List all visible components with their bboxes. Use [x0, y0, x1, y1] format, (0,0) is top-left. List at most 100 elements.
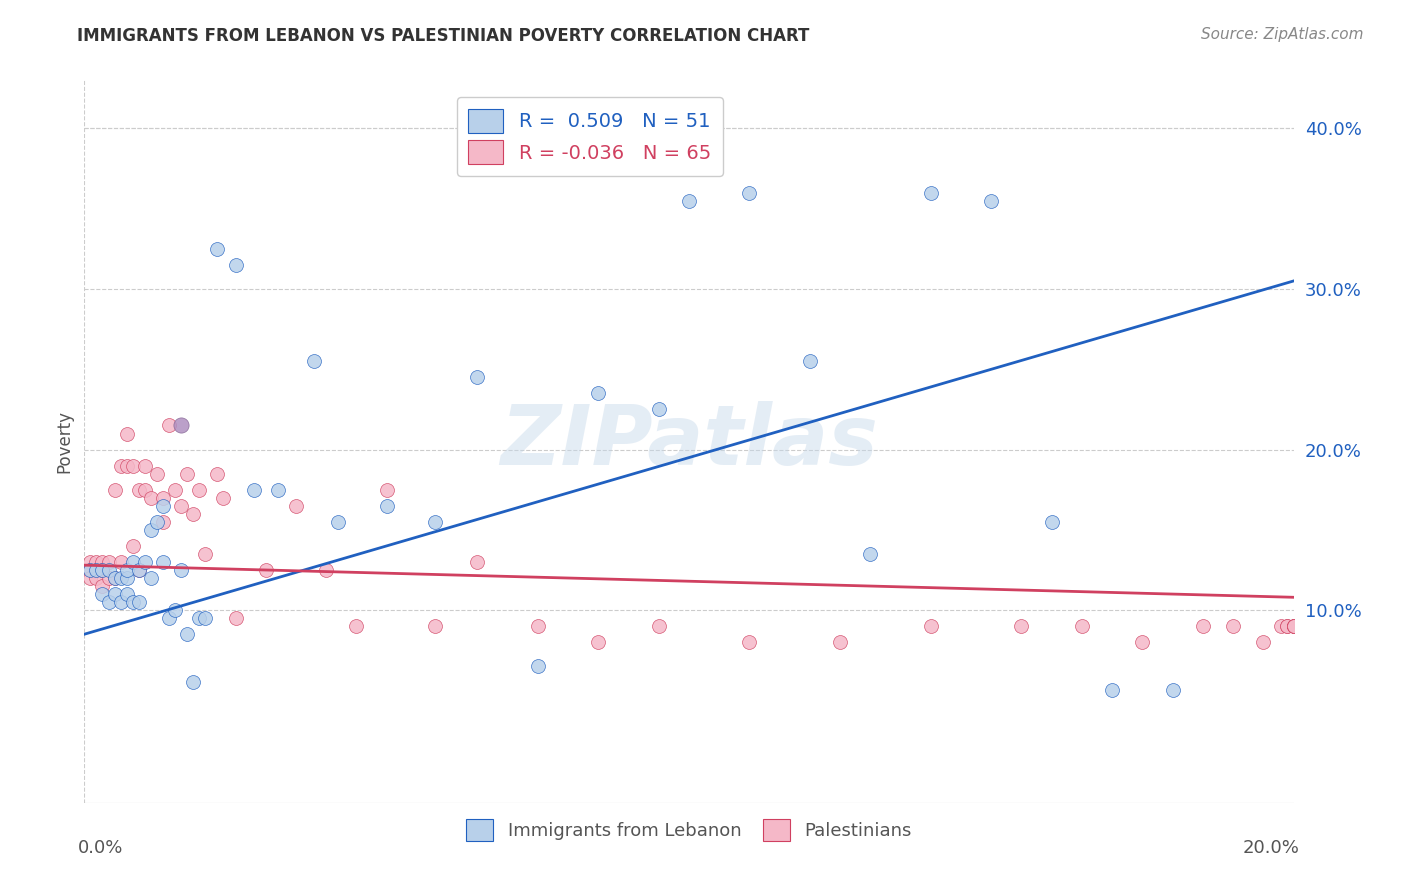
Point [170, 418, 193, 433]
Point [738, 635, 761, 649]
Point [920, 186, 942, 200]
Point [375, 483, 398, 497]
Point [1282, 619, 1305, 633]
Text: ZIPatlas: ZIPatlas [501, 401, 877, 482]
Point [91, 579, 114, 593]
Text: 20.0%: 20.0% [1243, 838, 1299, 857]
Point [139, 571, 162, 585]
Point [79, 563, 101, 577]
Point [423, 619, 446, 633]
Point [346, 619, 368, 633]
Point [254, 563, 277, 577]
Point [110, 458, 132, 473]
Point [1282, 619, 1305, 633]
Point [165, 603, 187, 617]
Point [115, 587, 138, 601]
Text: Source: ZipAtlas.com: Source: ZipAtlas.com [1201, 27, 1364, 42]
Point [91, 555, 114, 569]
Point [188, 611, 211, 625]
Point [104, 483, 127, 497]
Point [146, 515, 169, 529]
Point [920, 619, 942, 633]
Point [134, 555, 156, 569]
Point [86, 571, 108, 585]
Point [86, 555, 108, 569]
Point [104, 571, 127, 585]
Point [302, 354, 325, 368]
Point [134, 483, 156, 497]
Point [157, 611, 180, 625]
Point [375, 499, 398, 513]
Point [1222, 619, 1244, 633]
Point [79, 555, 101, 569]
Point [1277, 619, 1299, 633]
Point [121, 458, 143, 473]
Point [152, 499, 174, 513]
Point [194, 611, 217, 625]
Point [212, 491, 235, 505]
Point [1071, 619, 1094, 633]
Point [128, 483, 150, 497]
Point [176, 627, 198, 641]
Point [328, 515, 350, 529]
Point [165, 483, 187, 497]
Point [648, 619, 671, 633]
Point [207, 242, 229, 256]
Text: 0.0%: 0.0% [79, 838, 124, 857]
Point [423, 515, 446, 529]
Point [980, 194, 1002, 208]
Point [97, 571, 120, 585]
Point [115, 571, 138, 585]
Y-axis label: Poverty: Poverty [55, 410, 73, 473]
Point [152, 515, 174, 529]
Point [830, 635, 852, 649]
Point [1277, 619, 1299, 633]
Point [242, 483, 264, 497]
Point [86, 563, 108, 577]
Point [678, 194, 700, 208]
Point [104, 587, 127, 601]
Point [139, 523, 162, 537]
Point [527, 659, 550, 673]
Point [104, 571, 127, 585]
Point [1161, 683, 1184, 698]
Point [134, 458, 156, 473]
Point [110, 571, 132, 585]
Point [225, 258, 247, 272]
Point [176, 467, 198, 481]
Point [115, 426, 138, 441]
Point [128, 595, 150, 609]
Point [1040, 515, 1063, 529]
Point [648, 402, 671, 417]
Point [79, 563, 101, 577]
Point [588, 635, 610, 649]
Point [181, 507, 204, 521]
Point [128, 563, 150, 577]
Point [1270, 619, 1292, 633]
Point [588, 386, 610, 401]
Point [157, 418, 180, 433]
Point [1282, 619, 1305, 633]
Point [1130, 635, 1153, 649]
Point [467, 555, 489, 569]
Point [139, 491, 162, 505]
Point [225, 611, 247, 625]
Point [1282, 619, 1305, 633]
Point [79, 571, 101, 585]
Point [1101, 683, 1123, 698]
Point [91, 587, 114, 601]
Point [152, 491, 174, 505]
Text: IMMIGRANTS FROM LEBANON VS PALESTINIAN POVERTY CORRELATION CHART: IMMIGRANTS FROM LEBANON VS PALESTINIAN P… [77, 27, 810, 45]
Point [1253, 635, 1275, 649]
Point [97, 555, 120, 569]
Point [91, 563, 114, 577]
Point [267, 483, 290, 497]
Point [97, 563, 120, 577]
Point [121, 539, 143, 553]
Legend: Immigrants from Lebanon, Palestinians: Immigrants from Lebanon, Palestinians [458, 812, 920, 848]
Point [170, 499, 193, 513]
Point [738, 186, 761, 200]
Point [315, 563, 337, 577]
Point [859, 547, 882, 561]
Point [97, 595, 120, 609]
